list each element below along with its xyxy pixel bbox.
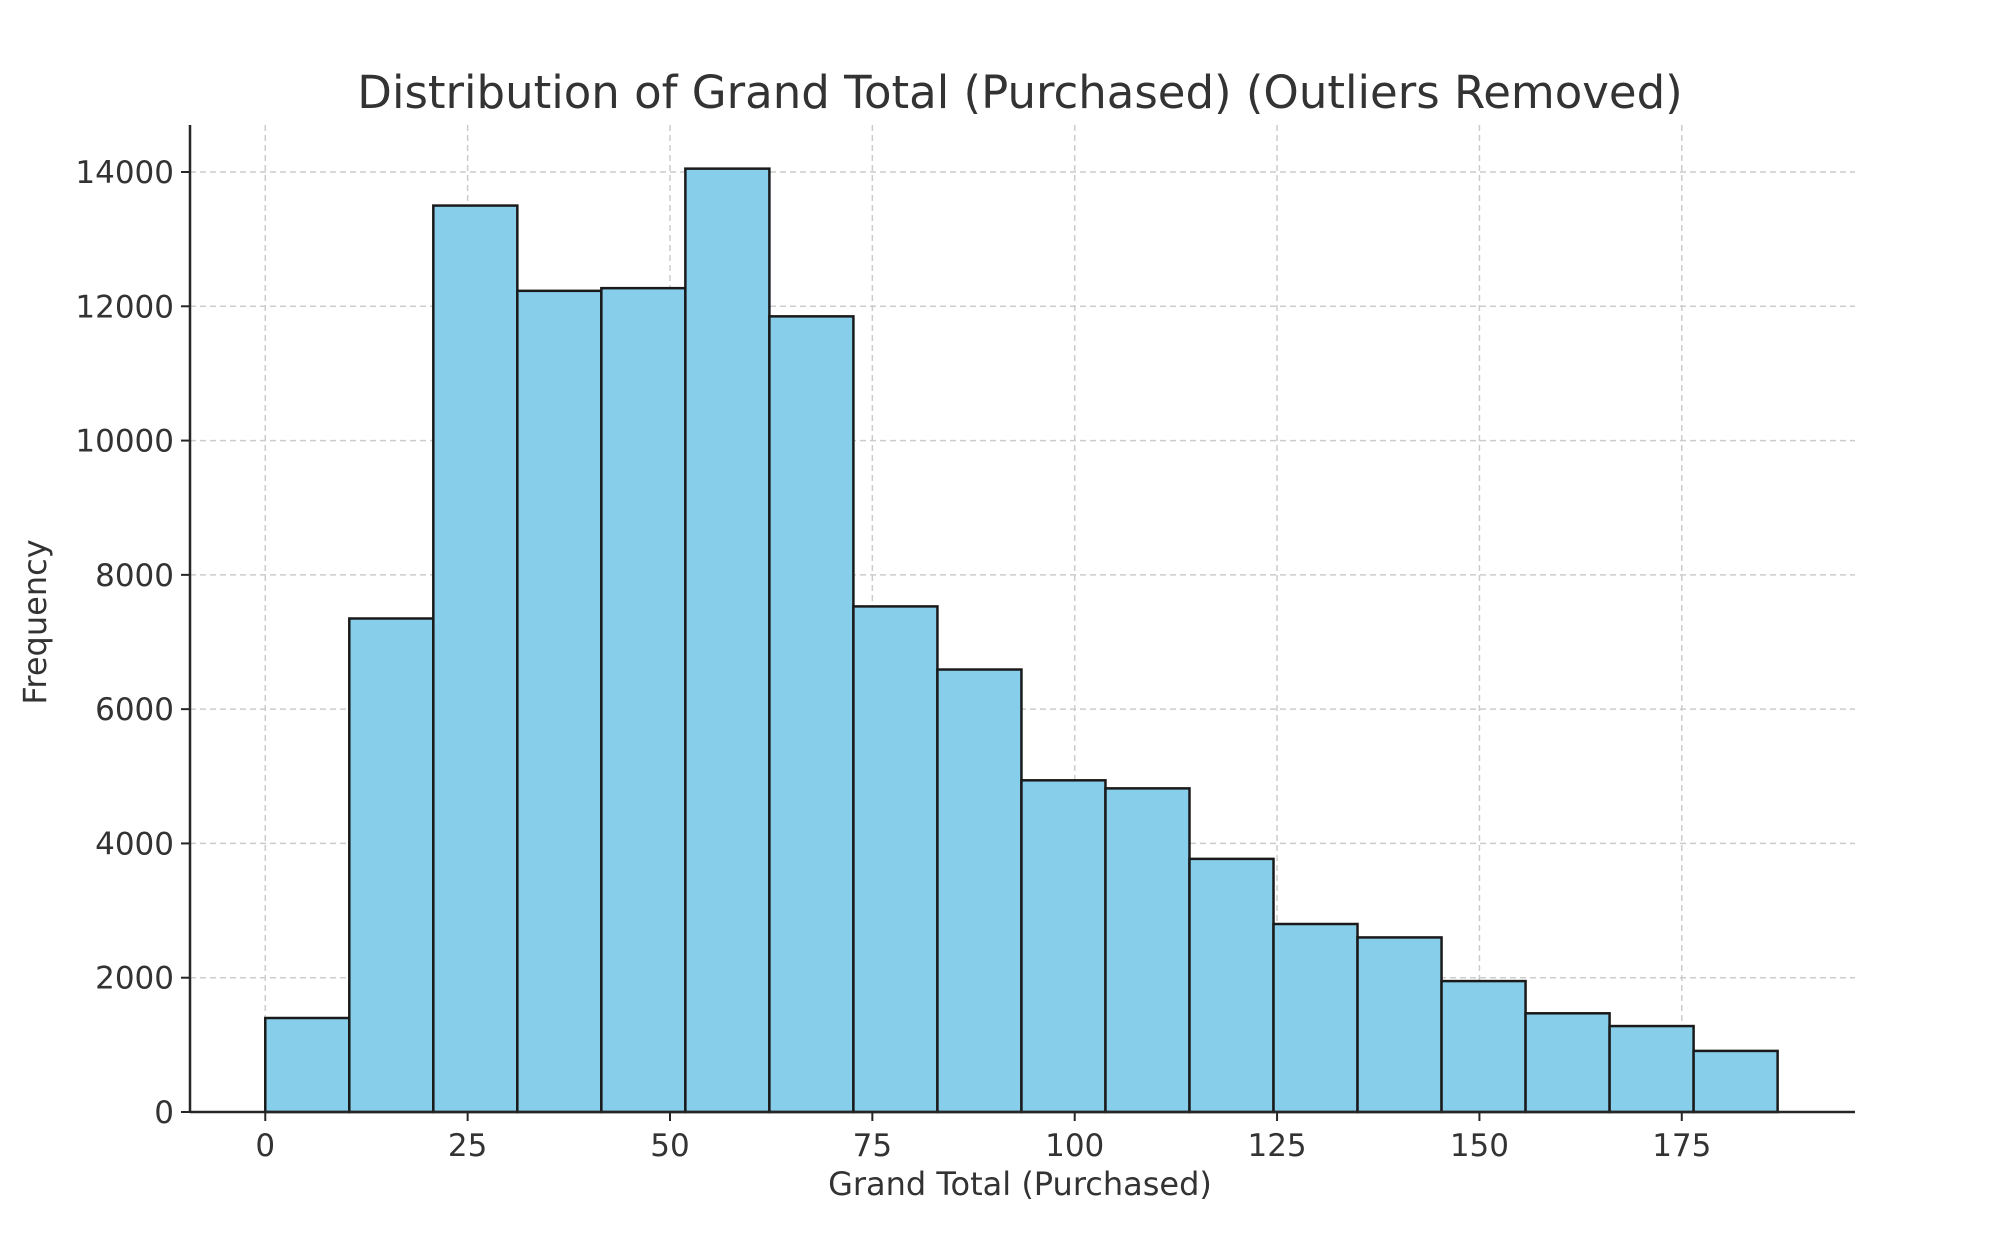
x-tick-label: 125 <box>1247 1128 1306 1164</box>
x-tick-label: 150 <box>1450 1128 1509 1164</box>
x-tick-label: 50 <box>650 1128 689 1164</box>
histogram-bar <box>684 167 771 1114</box>
x-tick-label: 75 <box>853 1128 892 1164</box>
histogram-bar <box>936 668 1023 1114</box>
y-tick-label: 6000 <box>95 692 174 728</box>
y-tick-label: 2000 <box>95 961 174 997</box>
histogram-bar <box>1188 857 1275 1114</box>
histogram-bar <box>1104 787 1191 1114</box>
histogram-bar <box>1272 922 1359 1114</box>
histogram-bar <box>1692 1049 1779 1114</box>
x-tick-label: 100 <box>1045 1128 1104 1164</box>
x-tick-label: 25 <box>448 1128 487 1164</box>
histogram-bar <box>1020 779 1107 1114</box>
y-tick-label: 0 <box>154 1095 174 1131</box>
y-tick-label: 12000 <box>75 289 174 325</box>
histogram-bar <box>1440 979 1527 1114</box>
y-tick-label: 8000 <box>95 558 174 594</box>
histogram-bar <box>852 605 939 1114</box>
histogram-bar <box>600 286 687 1114</box>
y-axis-label: Frequency <box>16 539 54 704</box>
histogram-bar <box>348 617 435 1114</box>
chart-title: Distribution of Grand Total (Purchased) … <box>357 66 1682 119</box>
y-tick-label: 14000 <box>75 155 174 191</box>
histogram-bar <box>516 289 603 1114</box>
histogram-bar <box>1608 1024 1695 1114</box>
bars-layer <box>264 167 1779 1114</box>
histogram-bar <box>1524 1012 1611 1114</box>
y-tick-label: 10000 <box>75 424 174 460</box>
y-tick-label: 4000 <box>95 826 174 862</box>
histogram-bar <box>264 1016 351 1114</box>
histogram-bar <box>768 315 855 1114</box>
histogram-bar <box>432 204 519 1114</box>
x-axis-label: Grand Total (Purchased) <box>828 1165 1212 1203</box>
histogram-bar <box>1356 936 1443 1114</box>
ticks-layer: 0 25 50 75 100 125 150 175 0 2000 4000 6000 8000 1000… <box>75 155 1711 1164</box>
x-tick-label: 0 <box>255 1128 275 1164</box>
x-tick-label: 175 <box>1652 1128 1711 1164</box>
